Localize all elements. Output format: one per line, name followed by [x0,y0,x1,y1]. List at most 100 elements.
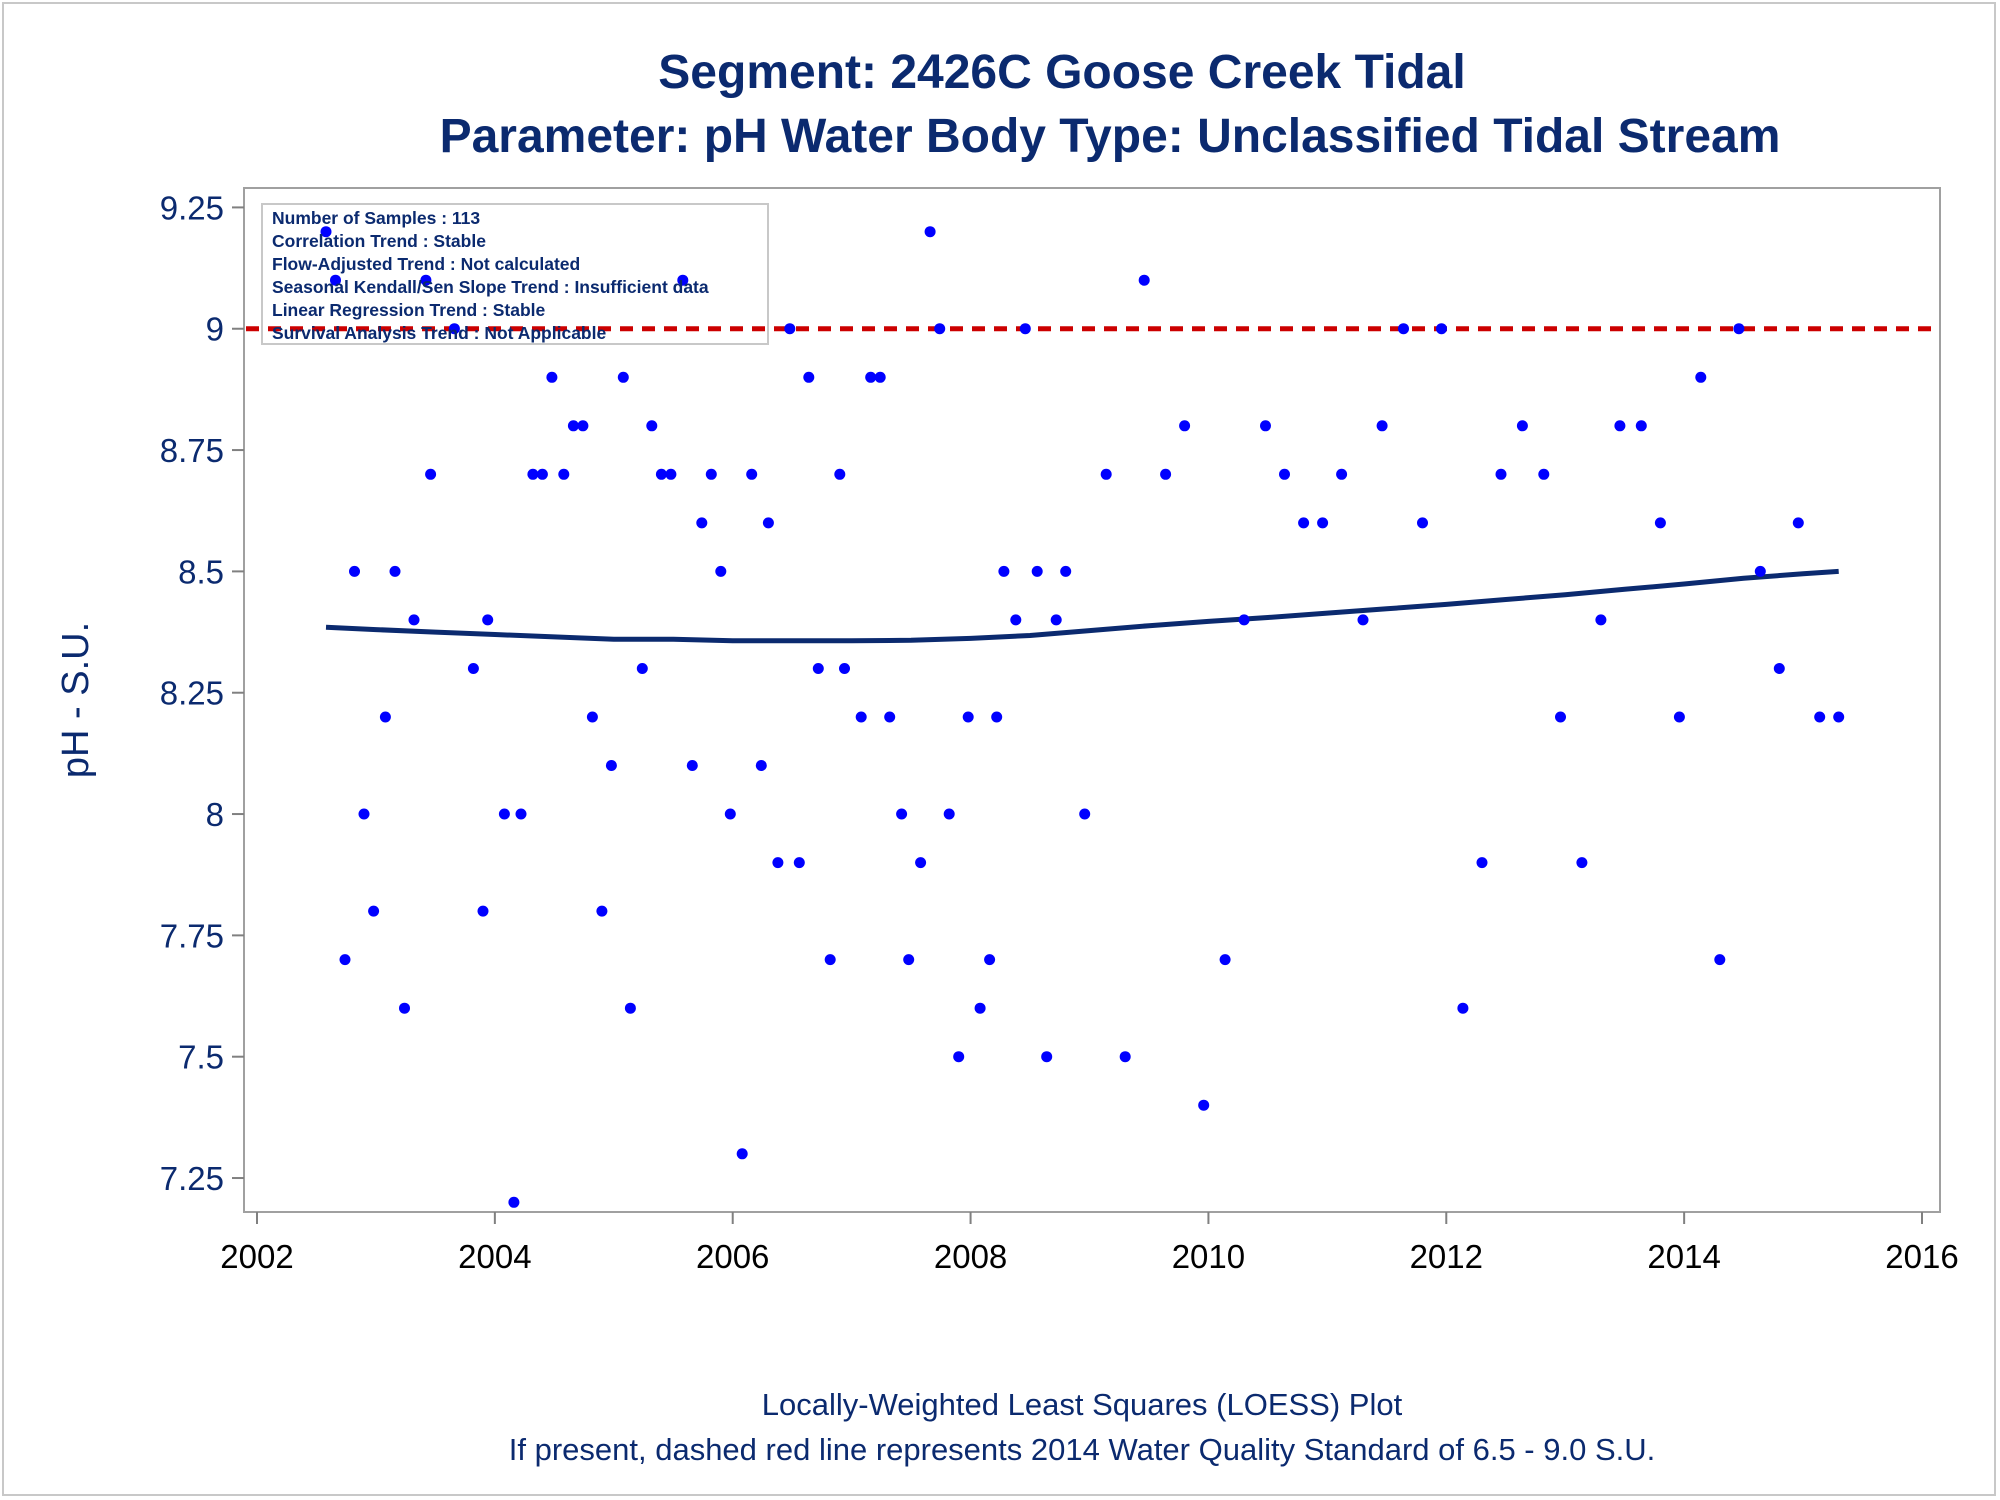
data-point [1654,517,1666,529]
data-point [408,614,420,626]
data-point [884,711,896,723]
data-point [715,565,727,577]
stats-line-samples: Number of Samples : 113 [272,208,480,228]
y-tick-label: 8 [206,796,224,833]
data-point [646,420,658,432]
data-point [1238,614,1250,626]
data-point [425,468,437,480]
data-point [1695,371,1707,383]
data-point [1733,323,1745,335]
data-point [420,274,432,286]
chart-title: Segment: 2426C Goose Creek Tidal [658,46,1465,99]
data-point [655,468,667,480]
data-point [536,468,548,480]
data-point [991,711,1003,723]
data-point [1516,420,1528,432]
y-tick-label: 8.75 [160,432,224,469]
data-point [527,468,539,480]
data-point [1614,420,1626,432]
y-axis: 7.25 7.5 7.75 8 8.25 8.5 8.75 9 9.25 [160,189,244,1197]
data-point [482,614,494,626]
data-point [1673,711,1685,723]
data-point [865,371,877,383]
loess-curve [325,568,1839,644]
data-point [934,323,946,335]
footnote-standard: If present, dashed red line represents 2… [509,1432,1656,1467]
data-point [736,1148,748,1160]
data-point [896,808,908,820]
data-point [1031,565,1043,577]
y-tick-label: 9 [206,311,224,348]
data-point [567,420,579,432]
stats-line-correlation: Correlation Trend : Stable [272,231,486,251]
data-point [1050,614,1062,626]
data-point [746,468,758,480]
data-point [724,808,736,820]
y-tick-label: 7.5 [178,1039,224,1076]
y-tick-label: 8.5 [178,553,224,590]
data-point [855,711,867,723]
y-axis-label: pH - S.U. [55,622,97,778]
data-point [617,371,629,383]
data-point [577,420,589,432]
data-point [498,808,510,820]
data-point [686,760,698,771]
data-point [1219,954,1231,966]
data-point [1595,614,1607,626]
data-point [477,905,489,917]
data-point [546,371,558,383]
data-point [1298,517,1310,529]
data-point [1457,1002,1469,1014]
data-point [803,371,815,383]
x-tick-label: 2014 [1647,1238,1720,1275]
x-tick-label: 2016 [1885,1238,1958,1275]
data-point [596,905,608,917]
data-point [962,711,974,723]
data-point [1010,614,1022,626]
data-point [339,954,351,966]
stats-box-border [261,203,769,345]
data-point [1317,517,1329,529]
data-point [448,323,460,335]
data-point [1833,711,1845,723]
data-point [636,663,648,674]
x-tick-label: 2008 [934,1238,1007,1275]
data-point [696,517,708,529]
data-point [586,711,598,723]
data-point [793,857,805,869]
data-point [1754,565,1766,577]
data-point [1179,420,1191,432]
data-point [1198,1099,1210,1111]
data-point [1495,468,1507,480]
data-point [330,274,341,286]
data-point [1260,420,1271,432]
data-point [1279,468,1290,480]
data-point [874,371,886,383]
x-tick-label: 2006 [696,1238,769,1275]
data-point [467,663,479,674]
data-point [824,954,836,966]
data-point [705,468,717,480]
scatter-chart: Segment: 2426C Goose Creek Tidal Paramet… [55,46,1959,1467]
data-point [1773,663,1785,674]
data-point [1555,711,1566,723]
loess-curve-group [325,568,1839,644]
data-point [1100,468,1112,480]
data-point [812,663,824,674]
data-point [839,663,850,674]
chart-subtitle: Parameter: pH Water Body Type: Unclassif… [440,110,1781,163]
data-point [1041,1051,1053,1063]
data-point [1792,517,1804,529]
y-tick-label: 7.75 [160,917,224,954]
y-tick-label: 8.25 [160,675,224,712]
data-point [1119,1051,1131,1063]
data-point [1436,323,1447,335]
y-tick-label: 9.25 [160,189,224,226]
data-point [984,954,996,966]
x-tick-label: 2010 [1172,1238,1245,1275]
data-point [903,954,915,966]
stats-line-flow-adjusted: Flow-Adjusted Trend : Not calculated [272,254,580,274]
data-point [1357,614,1369,626]
data-point [943,808,955,820]
stats-line-linear-regression: Linear Regression Trend : Stable [272,300,546,320]
